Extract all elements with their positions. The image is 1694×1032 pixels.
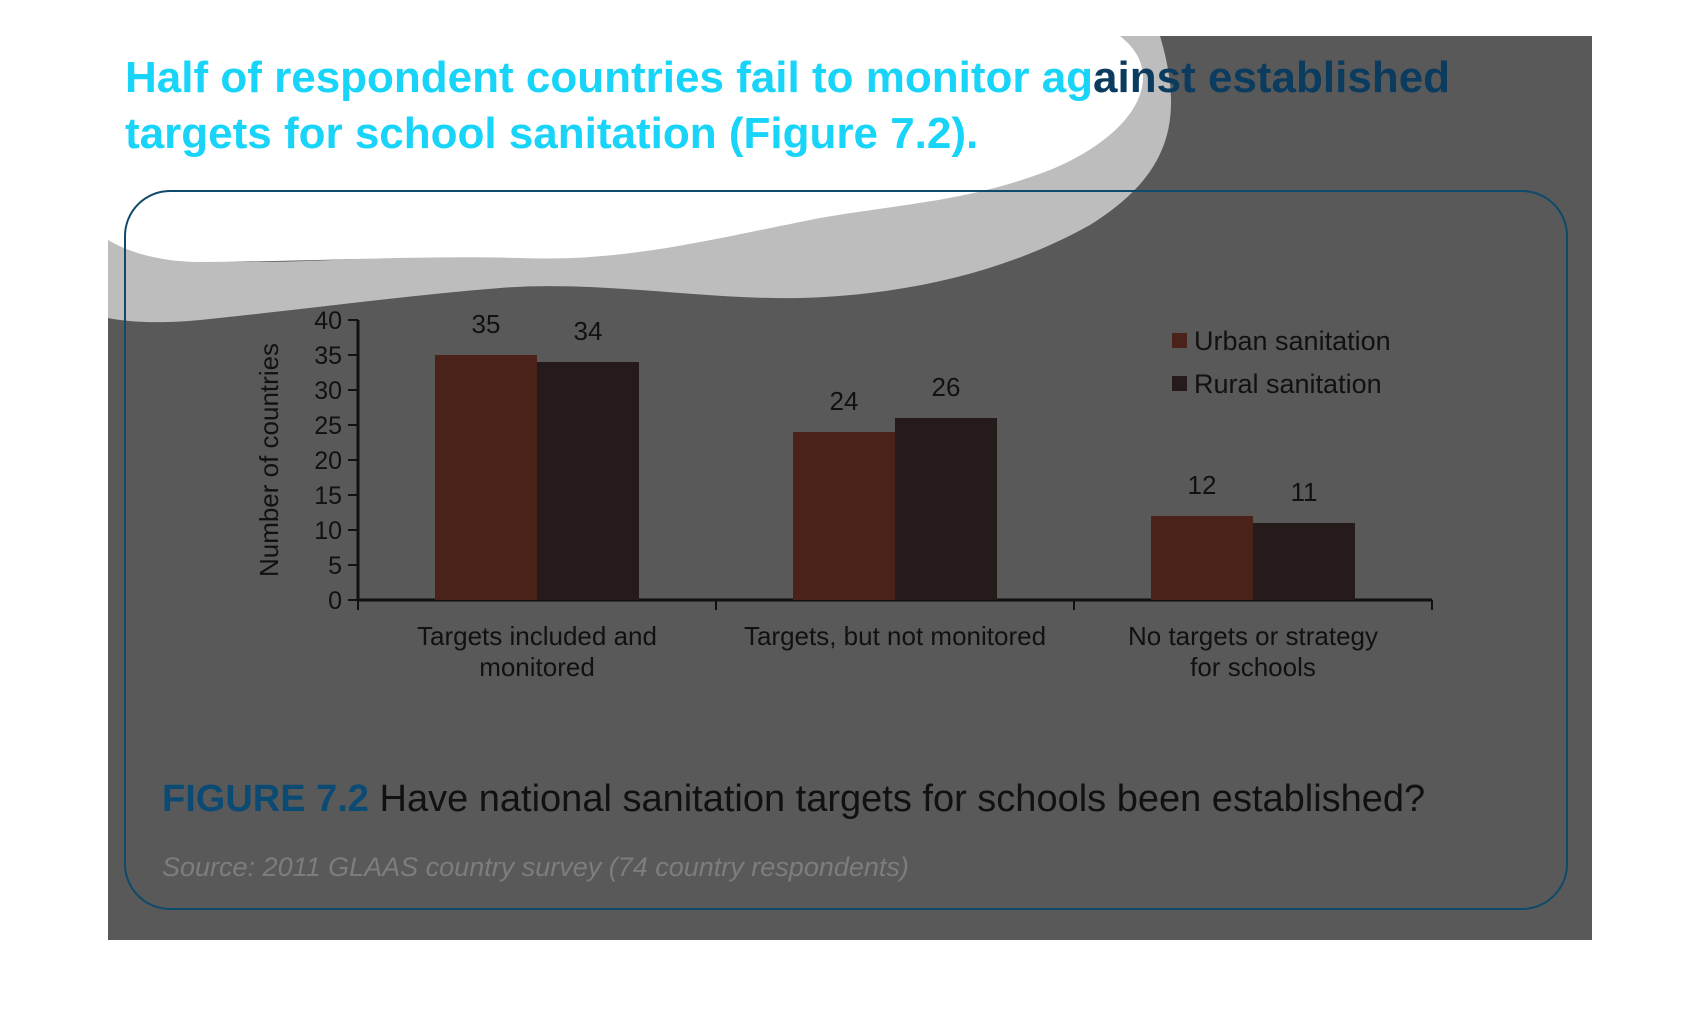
bar-value-label: 26 — [932, 372, 961, 402]
bar-urban — [435, 355, 537, 600]
headline: Half of respondent countries fail to mon… — [125, 50, 1525, 162]
figure-caption: FIGURE 7.2 Have national sanitation targ… — [162, 778, 1425, 821]
legend-swatch — [1172, 333, 1187, 348]
y-tick-label: 20 — [314, 447, 342, 475]
source-note: Source: 2011 GLAAS country survey (74 co… — [162, 852, 909, 882]
figure-number: FIGURE 7.2 — [162, 778, 369, 820]
bar-urban — [793, 432, 895, 600]
y-tick-label: 5 — [328, 552, 342, 580]
legend-swatch — [1172, 376, 1187, 391]
bar-rural — [895, 418, 997, 600]
y-tick-label: 25 — [314, 412, 342, 440]
bar-value-label: 24 — [830, 386, 859, 416]
y-tick-label: 30 — [314, 377, 342, 405]
chart-bars — [435, 355, 1355, 600]
category-label: No targets or strategy — [1128, 621, 1378, 651]
bar-value-label: 35 — [472, 309, 501, 339]
category-label: Targets, but not monitored — [744, 621, 1046, 651]
bar-urban — [1151, 516, 1253, 600]
bar-value-label: 11 — [1291, 477, 1318, 507]
y-axis-title: Number of countries — [254, 343, 284, 577]
category-label: Targets included and — [417, 621, 657, 651]
bar-rural — [1253, 523, 1355, 600]
headline-part-2: ainst established — [1093, 53, 1451, 102]
headline-part-1: Half of respondent countries fail to mon… — [125, 53, 1094, 102]
bar-rural — [537, 362, 639, 600]
bar-value-label: 34 — [574, 316, 603, 346]
y-tick-label: 10 — [314, 517, 342, 545]
legend-label: Urban sanitation — [1194, 326, 1391, 356]
y-tick-label: 40 — [314, 307, 342, 335]
legend-label: Rural sanitation — [1194, 369, 1382, 399]
bar-value-label: 12 — [1188, 470, 1217, 500]
figure-frame — [124, 190, 1568, 910]
headline-line-2: targets for school sanitation (Figure 7.… — [125, 109, 979, 158]
y-tick-label: 0 — [328, 587, 342, 615]
y-tick-label: 15 — [314, 482, 342, 510]
y-tick-label: 35 — [314, 342, 342, 370]
figure-caption-text: Have national sanitation targets for sch… — [379, 778, 1426, 820]
chart-legend: Urban sanitation Rural sanitation — [1172, 326, 1391, 399]
category-label: for schools — [1190, 652, 1316, 682]
category-label: monitored — [479, 652, 595, 682]
